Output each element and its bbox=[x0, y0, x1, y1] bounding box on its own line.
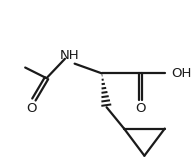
Text: OH: OH bbox=[172, 67, 192, 80]
Text: O: O bbox=[27, 102, 37, 115]
Text: NH: NH bbox=[60, 49, 80, 62]
Text: O: O bbox=[135, 102, 146, 115]
